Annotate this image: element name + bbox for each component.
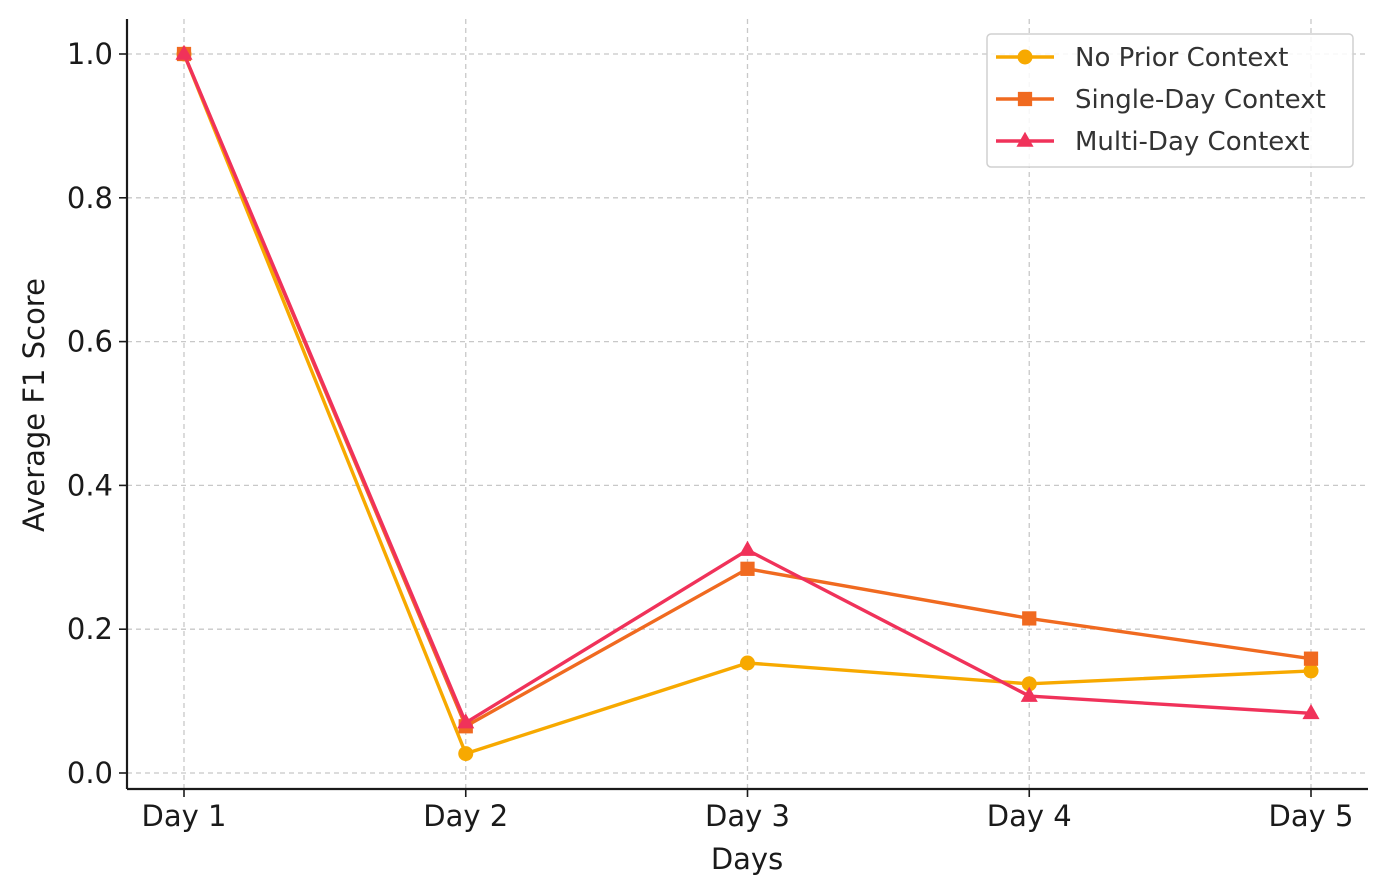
legend-label: Single-Day Context: [1075, 85, 1326, 115]
x-tick-label: Day 1: [142, 799, 227, 833]
data-point-single-day-context: [1303, 651, 1319, 666]
data-point-single-day-context: [1022, 611, 1037, 626]
series-no-prior-context: [176, 46, 1319, 762]
data-point-multi-day-context: [738, 540, 757, 556]
data-point-no-prior-context: [740, 655, 755, 671]
data-point-multi-day-context: [175, 44, 193, 60]
legend-marker: [1016, 131, 1034, 147]
legend-marker: [1017, 91, 1033, 107]
data-point-single-day-context: [740, 561, 755, 576]
y-tick-label: 0.8: [67, 181, 113, 215]
y-tick-label: 0.4: [67, 468, 113, 502]
legend-item-single-day-context: Single-Day Context: [996, 85, 1326, 115]
data-point-multi-day-context: [1302, 704, 1320, 720]
legend-marker: [1017, 49, 1033, 65]
data-point-no-prior-context: [1021, 676, 1037, 692]
y-tick-label: 0.0: [67, 756, 113, 790]
legend-label: No Prior Context: [1075, 43, 1288, 73]
legend-item-multi-day-context: Multi-Day Context: [996, 127, 1309, 157]
legend-box: [986, 33, 1354, 168]
x-axis-title: Days: [711, 842, 783, 876]
tick-labels: 0.0 0.2 0.4 0.6 0.8 1.0 Day 1 Day 2 Day 3 Day 4 Da…: [67, 37, 1354, 833]
data-point-no-prior-context: [458, 746, 474, 762]
x-tick-label: Day 4: [987, 799, 1072, 833]
y-tick-label: 1.0: [67, 37, 113, 71]
legend-item-no-prior-context: No Prior Context: [996, 43, 1288, 73]
legend-label: Multi-Day Context: [1075, 127, 1309, 157]
x-tick-label: Day 3: [705, 799, 790, 833]
series-lines: [175, 44, 1320, 762]
data-point-no-prior-context: [1303, 663, 1319, 679]
y-axis-title: Average F1 Score: [17, 278, 51, 532]
x-tick-label: Day 2: [423, 799, 508, 833]
series-multi-day-context: [175, 44, 1320, 729]
legend: No Prior Context Single-Day Context Multi-…: [986, 33, 1354, 168]
y-tick-label: 0.2: [67, 612, 113, 646]
y-tick-label: 0.6: [67, 325, 113, 359]
data-point-multi-day-context: [1020, 686, 1038, 702]
data-point-multi-day-context: [457, 713, 475, 729]
x-tick-label: Day 5: [1269, 799, 1354, 833]
